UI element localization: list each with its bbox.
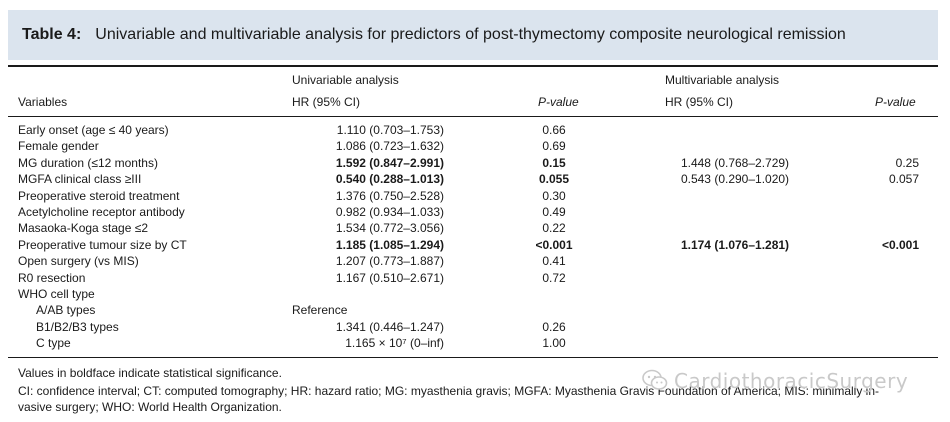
watermark: CardiothoracicSurgery xyxy=(642,369,908,396)
row-hr: 1.376 (0.750–2.528) xyxy=(335,188,444,203)
header-variables: Variables xyxy=(18,95,68,109)
row-variable: Masaoka-Koga stage ≤2 xyxy=(18,221,148,236)
header-multivariable: Multivariable analysis xyxy=(665,73,780,87)
row-p: 0.15 xyxy=(542,155,566,170)
row-hr: 1.592 (0.847–2.991) xyxy=(335,155,444,170)
row-multi-hr: 0.543 (0.290–1.020) xyxy=(680,172,790,187)
row-hr: 0.982 (0.934–1.033) xyxy=(335,205,444,219)
row-multi-hr: 1.174 (1.076–1.281) xyxy=(680,237,790,252)
row-p: 0.22 xyxy=(542,221,566,236)
header-p-uni: P-value xyxy=(538,95,579,109)
row-hr: 1.185 (1.085–1.294) xyxy=(335,237,444,252)
row-variable: A/AB types xyxy=(36,303,96,318)
row-variable: Early onset (age ≤ 40 years) xyxy=(18,123,169,137)
row-variable: Open surgery (vs MIS) xyxy=(18,254,139,269)
row-p: 0.30 xyxy=(542,188,566,203)
row-multi-p: <0.001 xyxy=(881,237,919,252)
bottom-rule xyxy=(8,357,938,358)
header-p-multi: P-value xyxy=(875,95,916,109)
row-variable: Preoperative steroid treatment xyxy=(18,188,180,203)
row-p: 0.41 xyxy=(542,254,566,269)
wechat-icon xyxy=(642,369,668,396)
row-variable: Acetylcholine receptor antibody xyxy=(18,205,185,219)
row-hr: 1.341 (0.446–1.247) xyxy=(335,319,444,334)
row-variable: R0 resection xyxy=(18,270,86,285)
row-hr: 1.167 (0.510–2.671) xyxy=(335,270,444,285)
header-hr-multi: HR (95% CI) xyxy=(665,95,734,109)
row-p: 1.00 xyxy=(542,336,566,351)
row-p: <0.001 xyxy=(535,237,573,252)
row-variable: B1/B2/B3 types xyxy=(36,319,119,334)
row-multi-hr: 1.448 (0.768–2.729) xyxy=(680,155,790,170)
watermark-text: CardiothoracicSurgery xyxy=(674,369,909,393)
table-title: Table 4: Univariable and multivariable a… xyxy=(8,10,938,60)
top-rule xyxy=(8,65,938,67)
row-hr: 1.534 (0.772–3.056) xyxy=(335,221,444,236)
table-number: Table 4: xyxy=(22,26,82,43)
row-hr: 1.207 (0.773–1.887) xyxy=(335,254,444,269)
row-variable: MG duration (≤12 months) xyxy=(18,155,158,170)
row-variable: Preoperative tumour size by CT xyxy=(18,237,187,252)
row-hr: 1.110 (0.703–1.753) xyxy=(336,123,444,137)
row-p: 0.72 xyxy=(542,270,566,285)
header-rule xyxy=(8,116,938,117)
row-multi-p: 0.057 xyxy=(888,172,919,187)
row-variable: Female gender xyxy=(18,139,99,154)
header-univariable: Univariable analysis xyxy=(292,73,399,87)
row-hr: 1.086 (0.723–1.632) xyxy=(335,139,444,154)
header-hr-uni: HR (95% CI) xyxy=(292,95,361,109)
row-hr: 0.540 (0.288–1.013) xyxy=(335,172,444,187)
table-caption: Univariable and multivariable analysis f… xyxy=(95,26,846,43)
row-variable: WHO cell type xyxy=(18,287,95,301)
row-p: 0.26 xyxy=(542,319,566,334)
row-variable: C type xyxy=(36,336,71,351)
note-boldface: Values in boldface indicate statistical … xyxy=(18,366,282,380)
row-hr: 1.165 × 10⁷ (0–inf) xyxy=(345,336,444,351)
row-variable: MGFA clinical class ≥III xyxy=(18,172,142,187)
note-abbreviations-cont: vasive surgery; WHO: World Health Organi… xyxy=(18,400,282,414)
row-hr: Reference xyxy=(292,303,348,318)
row-multi-p: 0.25 xyxy=(895,155,919,170)
row-p: 0.66 xyxy=(542,123,566,137)
row-p: 0.49 xyxy=(542,205,566,219)
row-p: 0.055 xyxy=(538,172,570,187)
row-p: 0.69 xyxy=(542,139,566,154)
